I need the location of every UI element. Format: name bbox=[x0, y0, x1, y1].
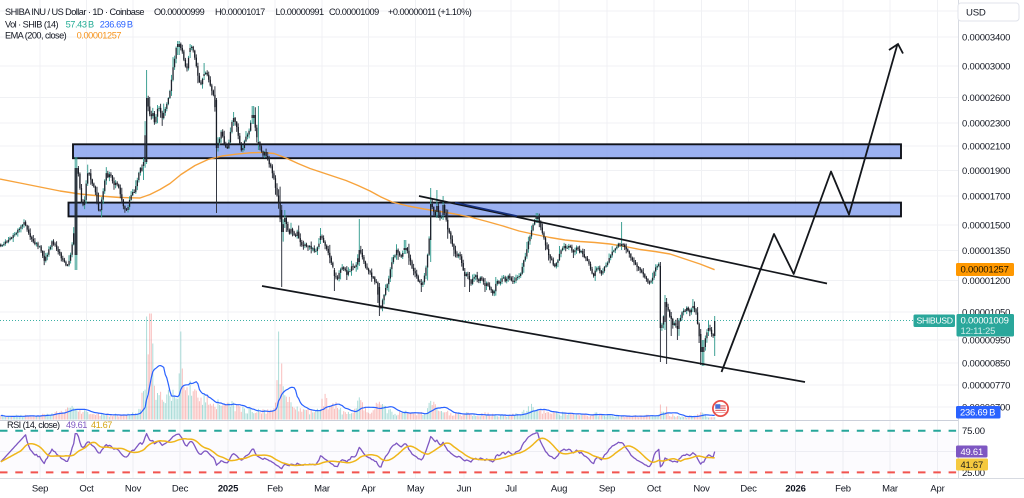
svg-text:75.00: 75.00 bbox=[962, 426, 985, 437]
svg-text:0.00000950: 0.00000950 bbox=[962, 335, 1010, 346]
svg-text:236.69 B: 236.69 B bbox=[960, 407, 995, 418]
svg-text:Oct: Oct bbox=[647, 484, 662, 495]
svg-text:SHIBA INU / US Dollar · 1D · C: SHIBA INU / US Dollar · 1D · Coinbase bbox=[5, 7, 144, 17]
svg-text:Dec: Dec bbox=[172, 484, 189, 495]
svg-text:O0.00000999: O0.00000999 bbox=[154, 7, 205, 17]
svg-text:Mar: Mar bbox=[882, 484, 898, 495]
svg-text:SHIBUSD: SHIBUSD bbox=[917, 315, 953, 325]
svg-text:2025: 2025 bbox=[218, 484, 239, 495]
svg-text:EMA (200, close): EMA (200, close) bbox=[5, 31, 67, 41]
svg-text:0.00003000: 0.00003000 bbox=[962, 61, 1010, 72]
svg-text:Sep: Sep bbox=[32, 484, 48, 495]
svg-text:C0.00001009: C0.00001009 bbox=[329, 7, 379, 17]
svg-text:0.00001700: 0.00001700 bbox=[962, 191, 1010, 202]
svg-text:May: May bbox=[407, 484, 425, 495]
svg-text:Dec: Dec bbox=[740, 484, 757, 495]
svg-text:Jul: Jul bbox=[505, 484, 517, 495]
svg-text:0.00001350: 0.00001350 bbox=[962, 246, 1010, 257]
svg-text:0.00001009: 0.00001009 bbox=[961, 315, 1009, 326]
svg-text:Feb: Feb bbox=[267, 484, 283, 495]
svg-text:Oct: Oct bbox=[79, 484, 94, 495]
svg-text:41.67: 41.67 bbox=[91, 420, 112, 430]
svg-text:H0.00001017: H0.00001017 bbox=[215, 7, 265, 17]
svg-text:57.43 B: 57.43 B bbox=[66, 20, 94, 30]
svg-text:Mar: Mar bbox=[314, 484, 330, 495]
svg-text:L0.00000991: L0.00000991 bbox=[276, 7, 325, 17]
svg-text:12:11:25: 12:11:25 bbox=[961, 326, 996, 337]
svg-text:0.00001500: 0.00001500 bbox=[962, 220, 1010, 231]
svg-text:0.00001050: 0.00001050 bbox=[962, 307, 1010, 318]
svg-text:0.00002300: 0.00002300 bbox=[962, 118, 1010, 129]
svg-text:+0.00000011 (+1.10%): +0.00000011 (+1.10%) bbox=[388, 7, 472, 17]
svg-text:RSI (14, close): RSI (14, close) bbox=[7, 420, 60, 430]
svg-text:0.00003400: 0.00003400 bbox=[962, 32, 1010, 43]
svg-text:0.00002100: 0.00002100 bbox=[962, 141, 1010, 152]
svg-text:25.00: 25.00 bbox=[962, 468, 985, 479]
svg-text:Vol · SHIB (14): Vol · SHIB (14) bbox=[5, 20, 59, 30]
svg-text:Nov: Nov bbox=[125, 484, 142, 495]
svg-text:0.00002600: 0.00002600 bbox=[962, 93, 1010, 104]
svg-text:0.00001257: 0.00001257 bbox=[77, 31, 122, 41]
svg-text:Feb: Feb bbox=[835, 484, 851, 495]
svg-text:49.61: 49.61 bbox=[961, 446, 983, 457]
svg-text:0.00001200: 0.00001200 bbox=[962, 276, 1010, 287]
svg-text:0.00000850: 0.00000850 bbox=[962, 358, 1010, 369]
svg-text:Aug: Aug bbox=[551, 484, 567, 495]
svg-text:0.00001900: 0.00001900 bbox=[962, 166, 1010, 177]
svg-text:Apr: Apr bbox=[361, 484, 375, 495]
svg-text:2026: 2026 bbox=[785, 484, 805, 495]
svg-text:Sep: Sep bbox=[599, 484, 615, 495]
svg-text:0.00000770: 0.00000770 bbox=[962, 380, 1010, 391]
svg-text:236.69 B: 236.69 B bbox=[100, 20, 133, 30]
svg-text:Apr: Apr bbox=[930, 484, 944, 495]
svg-text:Nov: Nov bbox=[693, 484, 710, 495]
svg-text:Jun: Jun bbox=[457, 484, 472, 495]
svg-text:41.67: 41.67 bbox=[961, 459, 983, 470]
svg-text:49.61: 49.61 bbox=[66, 420, 87, 430]
svg-text:0.00001257: 0.00001257 bbox=[961, 265, 1009, 276]
svg-text:USD: USD bbox=[966, 8, 986, 19]
